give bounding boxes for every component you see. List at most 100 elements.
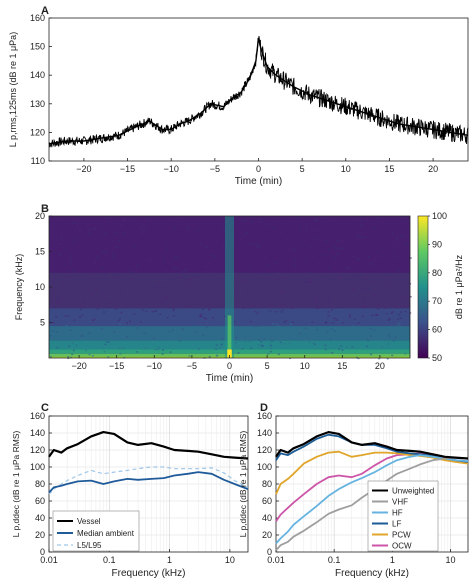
- heatmap-speckle: [383, 247, 386, 249]
- heatmap-speckle: [255, 243, 258, 246]
- x-axis-label: Frequency (kHz): [335, 568, 409, 579]
- x-axis-label: Time (min): [235, 176, 282, 187]
- heatmap-speckle: [363, 297, 366, 300]
- heatmap-speckle: [79, 316, 82, 318]
- heatmap-speckle: [159, 313, 162, 316]
- heatmap-speckle: [326, 254, 329, 257]
- heatmap-speckle: [186, 263, 188, 265]
- heatmap-speckle: [367, 339, 369, 342]
- heatmap-speckle: [81, 292, 84, 295]
- panel-c-letter: C: [41, 402, 49, 414]
- heatmap-speckle: [368, 278, 370, 280]
- heatmap-speckle: [200, 243, 203, 245]
- heatmap-speckle: [267, 264, 270, 266]
- heatmap-speckle: [371, 324, 374, 326]
- x-tick-label: −10: [164, 164, 179, 174]
- heatmap-speckle: [357, 237, 360, 239]
- heatmap-speckle: [220, 285, 223, 287]
- heatmap-speckle: [242, 281, 245, 284]
- heatmap-speckle: [67, 315, 70, 317]
- heatmap-speckle: [333, 317, 336, 320]
- heatmap-speckle: [384, 307, 387, 309]
- y-tick-label: 120: [257, 445, 272, 455]
- heatmap-speckle: [303, 241, 306, 243]
- x-tick-label: 10: [225, 555, 235, 565]
- heatmap-speckle: [60, 233, 63, 235]
- heatmap-speckle: [118, 240, 121, 242]
- series-line-hf: [275, 454, 469, 545]
- heatmap-speckle: [273, 233, 276, 235]
- heatmap-speckle: [316, 307, 319, 310]
- heatmap-speckle: [164, 243, 167, 246]
- y-tick-label: 120: [30, 127, 45, 137]
- heatmap-speckle: [280, 232, 283, 234]
- heatmap-speckle: [391, 311, 394, 313]
- heatmap-speckle: [72, 222, 75, 224]
- heatmap-speckle: [348, 334, 351, 336]
- heatmap-speckle: [183, 275, 186, 278]
- heatmap-speckle: [380, 266, 383, 268]
- heatmap-speckle: [75, 275, 78, 277]
- colorbar-tick-label: 100: [432, 211, 447, 221]
- heatmap-speckle: [304, 260, 307, 262]
- heatmap-speckle: [402, 332, 405, 335]
- heatmap-speckle: [329, 338, 332, 341]
- x-tick-label: 0.1: [328, 555, 341, 565]
- heatmap-speckle: [263, 300, 266, 303]
- heatmap-speckle: [398, 322, 401, 325]
- heatmap-speckle: [291, 321, 294, 323]
- heatmap-speckle: [265, 271, 268, 273]
- y-tick-label: 110: [31, 156, 45, 166]
- heatmap-speckle: [348, 286, 351, 289]
- heatmap-speckle: [335, 319, 338, 321]
- heatmap-speckle: [184, 254, 187, 257]
- heatmap-speckle: [381, 221, 384, 224]
- heatmap-speckle: [88, 332, 91, 334]
- heatmap-speckle: [281, 309, 284, 311]
- heatmap-speckle: [119, 347, 121, 349]
- heatmap-speckle: [93, 263, 96, 265]
- heatmap-speckle: [377, 294, 380, 296]
- heatmap-speckle: [222, 225, 225, 228]
- heatmap-speckle: [188, 355, 191, 357]
- heatmap-speckle: [333, 329, 336, 332]
- heatmap-speckle: [253, 325, 256, 328]
- heatmap-speckle: [157, 284, 160, 287]
- heatmap-speckle: [65, 324, 68, 327]
- heatmap-speckle: [51, 250, 54, 252]
- heatmap-speckle: [206, 289, 209, 292]
- legend-label: HF: [392, 509, 403, 518]
- heatmap-speckle: [151, 310, 154, 313]
- heatmap-speckle: [143, 332, 146, 335]
- panel-b: −20 −15 −10 −5 0 5 10 15 20 5 10 15 20 Time (min) Freq…: [14, 211, 464, 384]
- heatmap-speckle: [136, 351, 139, 353]
- heatmap-speckle: [157, 299, 160, 301]
- heatmap-speckle: [87, 339, 90, 341]
- heatmap-speckle: [328, 266, 331, 268]
- series-trend: [48, 37, 469, 145]
- heatmap-speckle: [311, 299, 314, 302]
- vessel-streak-peak: [227, 349, 232, 358]
- heatmap-speckle: [348, 220, 351, 222]
- heatmap-speckle: [141, 309, 144, 311]
- heatmap-speckle: [338, 348, 341, 350]
- heatmap-speckle: [148, 237, 151, 239]
- heatmap-speckle: [292, 217, 295, 219]
- heatmap-speckle: [86, 291, 89, 294]
- x-tick-label: −15: [120, 164, 135, 174]
- heatmap-speckle: [341, 240, 343, 243]
- heatmap-speckle: [388, 334, 391, 336]
- heatmap-speckle: [114, 232, 117, 234]
- heatmap-speckle: [398, 270, 401, 272]
- heatmap-speckle: [276, 241, 279, 243]
- heatmap-speckle: [142, 287, 145, 290]
- heatmap-speckle: [277, 353, 280, 356]
- x-tick-label: 1: [390, 555, 395, 565]
- heatmap-speckle: [377, 304, 380, 306]
- heatmap-speckle: [119, 353, 122, 355]
- heatmap-speckle: [51, 295, 54, 298]
- heatmap-speckle: [364, 276, 367, 279]
- heatmap-speckle: [304, 282, 307, 284]
- x-tick-label: −5: [187, 361, 197, 371]
